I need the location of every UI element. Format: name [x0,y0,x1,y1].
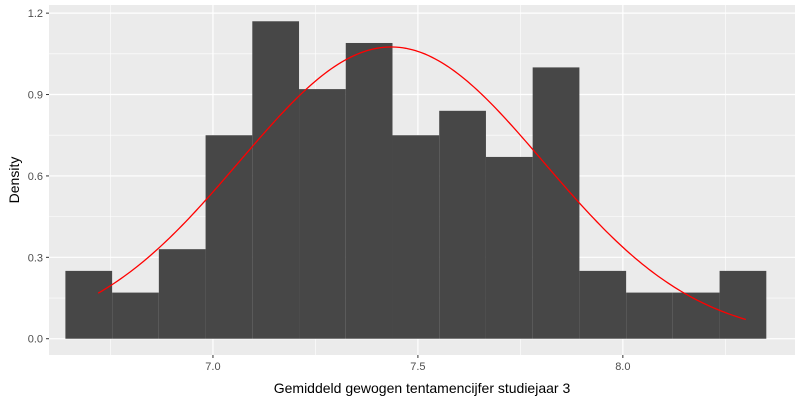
histogram-bar [65,270,113,339]
histogram-bar [112,292,159,339]
y-tick-label: 0.9 [28,90,43,102]
x-tick-label: 7.5 [410,361,425,373]
histogram-bar [579,270,627,339]
x-axis-ticks: 7.0 7.5 8.0 [205,355,630,373]
y-axis-title: Density [6,157,22,204]
histogram-bar [392,135,440,339]
histogram-bar [252,21,300,339]
histogram-bar [626,292,673,339]
y-axis-ticks: 0.0 0.3 0.6 0.9 1.2 [28,8,49,346]
x-axis-title: Gemiddeld gewogen tentamencijfer studiej… [274,380,571,396]
histogram-bar [485,156,533,339]
normal-density-curve [97,46,746,321]
histogram-bar [719,270,767,339]
histogram-bars [65,21,767,339]
histogram-bar [205,135,253,339]
histogram-bar [158,249,206,339]
histogram-bar [299,89,346,339]
histogram-bar [345,42,393,339]
x-tick-label: 7.0 [205,361,220,373]
histogram-bar [532,67,580,339]
y-tick-label: 1.2 [28,8,43,20]
y-tick-label: 0.3 [28,252,43,264]
y-tick-label: 0.6 [28,171,43,183]
histogram-bar [439,110,486,339]
x-tick-label: 8.0 [615,361,630,373]
y-tick-label: 0.0 [28,334,43,346]
